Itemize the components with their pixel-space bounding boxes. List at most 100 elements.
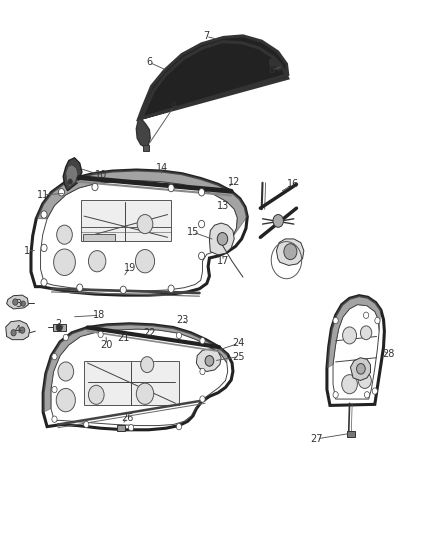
Circle shape <box>68 179 72 184</box>
Circle shape <box>56 324 62 331</box>
Text: 26: 26 <box>121 413 134 423</box>
Circle shape <box>57 225 72 244</box>
Text: 20: 20 <box>101 340 113 350</box>
Text: 1: 1 <box>25 246 31 256</box>
Circle shape <box>273 215 283 227</box>
Circle shape <box>276 62 283 70</box>
Circle shape <box>141 357 154 373</box>
Text: 7: 7 <box>203 31 209 42</box>
Polygon shape <box>350 358 371 381</box>
Circle shape <box>342 375 357 394</box>
Circle shape <box>357 364 365 374</box>
Text: 19: 19 <box>124 263 136 272</box>
Polygon shape <box>117 424 125 431</box>
Circle shape <box>88 251 106 272</box>
Text: 17: 17 <box>217 256 230 266</box>
Polygon shape <box>136 119 150 147</box>
Polygon shape <box>63 158 82 191</box>
Circle shape <box>20 327 25 333</box>
Text: 22: 22 <box>143 328 155 338</box>
Circle shape <box>11 329 16 336</box>
Text: 23: 23 <box>176 314 188 325</box>
Text: 10: 10 <box>95 171 108 180</box>
Circle shape <box>360 326 372 340</box>
Polygon shape <box>53 324 66 331</box>
Polygon shape <box>6 320 30 340</box>
Circle shape <box>41 279 47 286</box>
Polygon shape <box>7 295 28 309</box>
Circle shape <box>269 58 276 67</box>
Circle shape <box>168 285 174 293</box>
Circle shape <box>53 249 75 276</box>
Polygon shape <box>138 36 288 119</box>
Text: 25: 25 <box>232 352 245 361</box>
Polygon shape <box>143 144 149 151</box>
Polygon shape <box>83 233 116 241</box>
Circle shape <box>13 299 18 305</box>
Circle shape <box>200 337 205 344</box>
Circle shape <box>205 356 214 366</box>
Text: 13: 13 <box>217 200 230 211</box>
Text: 18: 18 <box>93 310 106 320</box>
Circle shape <box>284 244 297 260</box>
Text: 8: 8 <box>268 66 274 75</box>
Circle shape <box>177 423 182 430</box>
Text: 4: 4 <box>15 325 21 335</box>
Text: 3: 3 <box>15 298 21 309</box>
Circle shape <box>200 368 205 375</box>
Circle shape <box>333 392 338 398</box>
Circle shape <box>63 334 68 341</box>
Circle shape <box>41 244 47 252</box>
Text: 14: 14 <box>156 163 169 173</box>
Circle shape <box>372 388 378 394</box>
Polygon shape <box>66 165 78 187</box>
Circle shape <box>217 232 228 245</box>
Circle shape <box>84 421 89 427</box>
Polygon shape <box>327 296 381 368</box>
Circle shape <box>120 286 126 294</box>
Circle shape <box>364 312 369 318</box>
Polygon shape <box>196 349 221 372</box>
Circle shape <box>88 385 104 405</box>
Text: 28: 28 <box>382 349 395 359</box>
Circle shape <box>52 416 57 422</box>
Circle shape <box>343 327 357 344</box>
Text: 21: 21 <box>117 333 130 343</box>
Text: 24: 24 <box>233 338 245 349</box>
Circle shape <box>128 424 134 431</box>
Circle shape <box>358 373 371 389</box>
Polygon shape <box>276 239 304 265</box>
Circle shape <box>168 184 174 192</box>
Text: 15: 15 <box>187 227 199 237</box>
Circle shape <box>136 383 154 405</box>
Circle shape <box>375 317 380 324</box>
Polygon shape <box>43 324 228 413</box>
Circle shape <box>56 389 75 412</box>
Text: 11: 11 <box>37 190 49 200</box>
Circle shape <box>198 220 205 228</box>
Circle shape <box>333 317 338 324</box>
Polygon shape <box>346 431 355 437</box>
Polygon shape <box>43 324 233 430</box>
Circle shape <box>52 386 57 393</box>
Polygon shape <box>327 296 385 406</box>
Circle shape <box>200 396 205 402</box>
Circle shape <box>58 362 74 381</box>
Circle shape <box>364 392 370 398</box>
Circle shape <box>98 331 103 337</box>
Circle shape <box>198 252 205 260</box>
Text: 6: 6 <box>146 58 152 67</box>
Polygon shape <box>84 361 179 406</box>
Text: 2: 2 <box>55 319 61 329</box>
Circle shape <box>21 301 25 306</box>
Polygon shape <box>209 223 234 255</box>
Text: 12: 12 <box>228 176 240 187</box>
Polygon shape <box>81 200 171 241</box>
Text: 27: 27 <box>311 434 323 444</box>
Circle shape <box>137 215 153 233</box>
Text: 9: 9 <box>170 102 177 112</box>
Polygon shape <box>31 170 247 295</box>
Polygon shape <box>36 170 247 238</box>
Circle shape <box>58 189 64 196</box>
Circle shape <box>77 284 83 292</box>
